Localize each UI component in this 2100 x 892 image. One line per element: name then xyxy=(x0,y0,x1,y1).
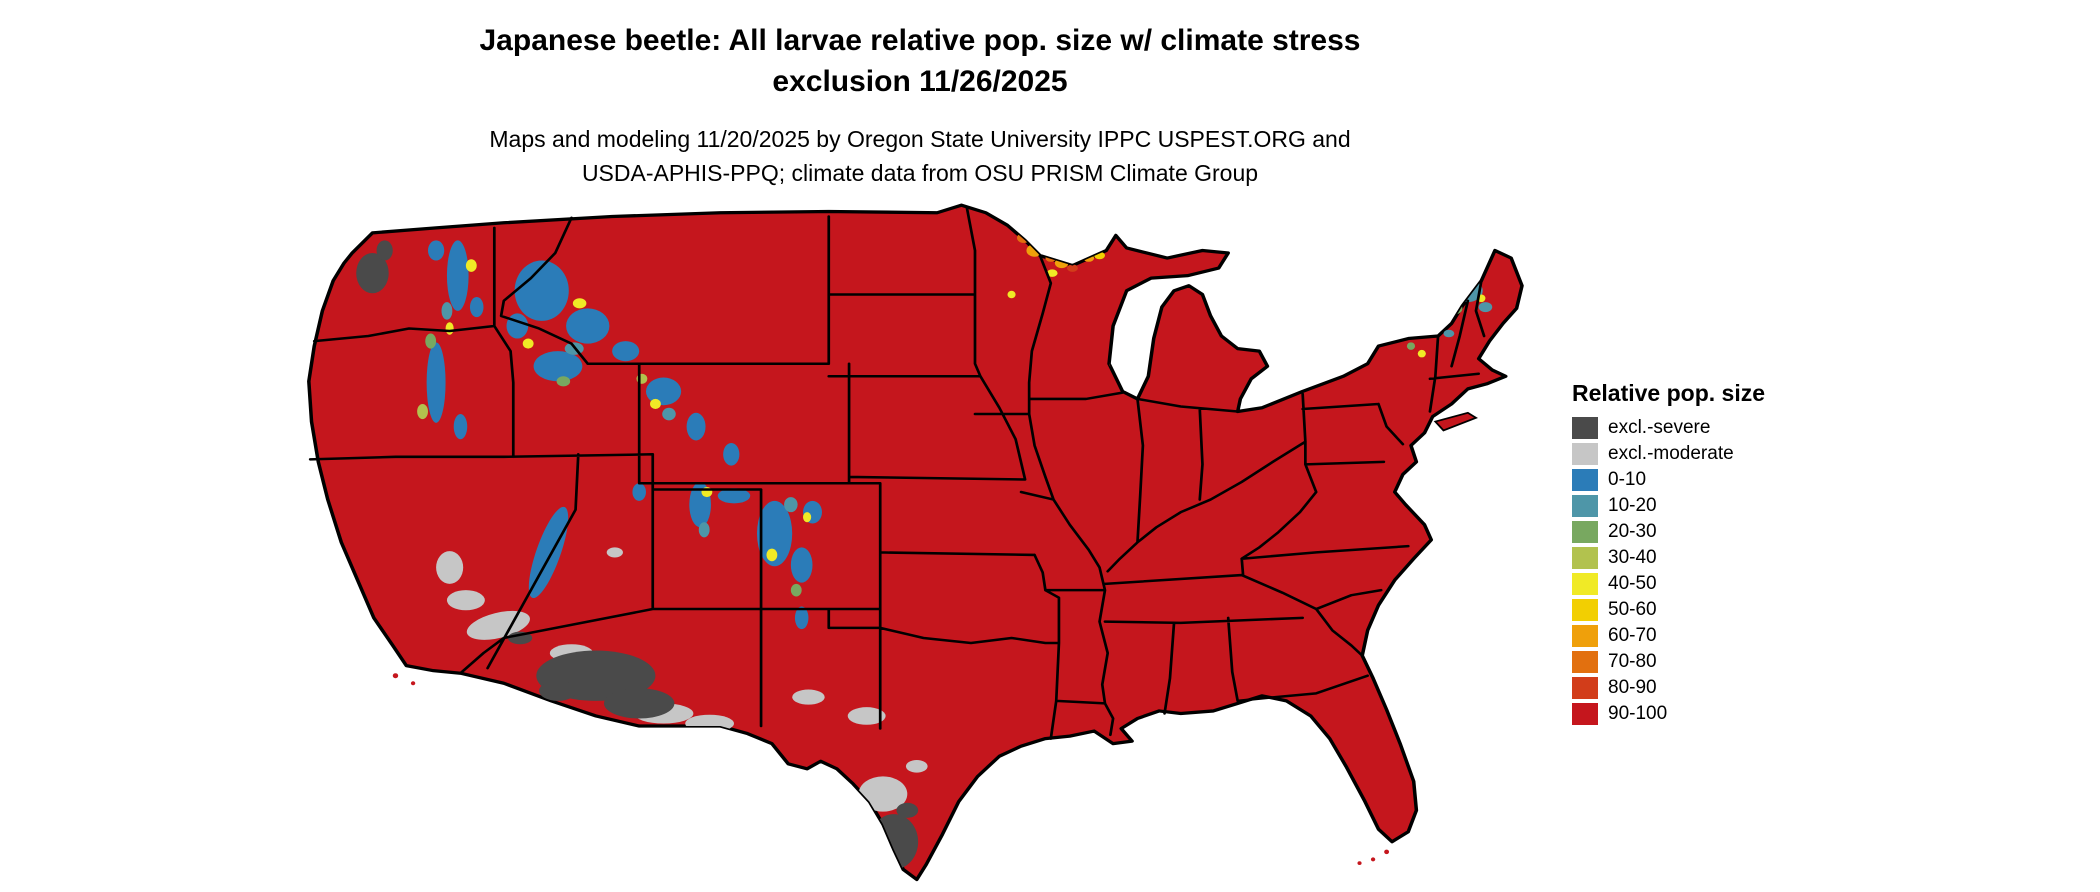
page-subtitle-line1: Maps and modeling 11/20/2025 by Oregon S… xyxy=(489,126,1351,152)
page-title-line1: Japanese beetle: All larvae relative pop… xyxy=(479,24,1361,57)
legend-entry: 0-10 xyxy=(1572,469,1832,491)
legend-swatch xyxy=(1572,417,1598,439)
legend-label: excl.-moderate xyxy=(1608,443,1734,464)
legend-label: excl.-severe xyxy=(1608,417,1711,438)
legend-swatch xyxy=(1572,547,1598,569)
legend-label: 30-40 xyxy=(1608,547,1657,568)
legend-entry: 50-60 xyxy=(1572,599,1832,621)
legend-swatch xyxy=(1572,625,1598,647)
page-title: Japanese beetle: All larvae relative pop… xyxy=(0,20,1840,102)
legend-label: 40-50 xyxy=(1608,573,1657,594)
legend-swatch xyxy=(1572,495,1598,517)
page-subtitle-line2: USDA-APHIS-PPQ; climate data from OSU PR… xyxy=(581,160,1259,186)
legend-swatch xyxy=(1572,703,1598,725)
us-outline xyxy=(307,203,1524,882)
legend-entry: 10-20 xyxy=(1572,495,1832,517)
legend-label: 90-100 xyxy=(1608,703,1668,724)
map-legend: Relative pop. size excl.-severe excl.-mo… xyxy=(1572,380,1832,729)
legend-swatch xyxy=(1572,573,1598,595)
legend-swatch xyxy=(1572,521,1598,543)
legend-entry: 90-100 xyxy=(1572,703,1832,725)
legend-entry: excl.-moderate xyxy=(1572,443,1832,465)
legend-entry: 40-50 xyxy=(1572,573,1832,595)
legend-entry: 20-30 xyxy=(1572,521,1832,543)
legend-swatch xyxy=(1572,677,1598,699)
legend-label: 50-60 xyxy=(1608,599,1657,620)
island-dots xyxy=(392,673,1390,866)
legend-entry: 80-90 xyxy=(1572,677,1832,699)
page-title-line2: exclusion 11/26/2025 xyxy=(772,65,1068,98)
legend-label: 60-70 xyxy=(1608,625,1657,646)
legend-entry: 60-70 xyxy=(1572,625,1832,647)
us-map xyxy=(233,175,1587,892)
page-subtitle: Maps and modeling 11/20/2025 by Oregon S… xyxy=(0,122,1840,190)
suitability-patches xyxy=(356,232,1493,870)
legend-label: 70-80 xyxy=(1608,651,1657,672)
long-island xyxy=(1433,411,1478,432)
us-map-svg xyxy=(307,203,1524,882)
legend-label: 80-90 xyxy=(1608,677,1657,698)
legend-title: Relative pop. size xyxy=(1572,380,1766,406)
legend-entry: 30-40 xyxy=(1572,547,1832,569)
legend-label: 0-10 xyxy=(1608,469,1647,490)
legend-swatch xyxy=(1572,469,1598,491)
legend-swatch xyxy=(1572,651,1598,673)
legend-label: 10-20 xyxy=(1608,495,1657,516)
legend-swatch xyxy=(1572,443,1598,465)
legend-label: 20-30 xyxy=(1608,521,1657,542)
legend-entry: excl.-severe xyxy=(1572,417,1832,439)
state-borders xyxy=(308,206,1486,740)
legend-entry: 70-80 xyxy=(1572,651,1832,673)
legend-swatch xyxy=(1572,599,1598,621)
patches-excl-severe xyxy=(356,240,919,870)
